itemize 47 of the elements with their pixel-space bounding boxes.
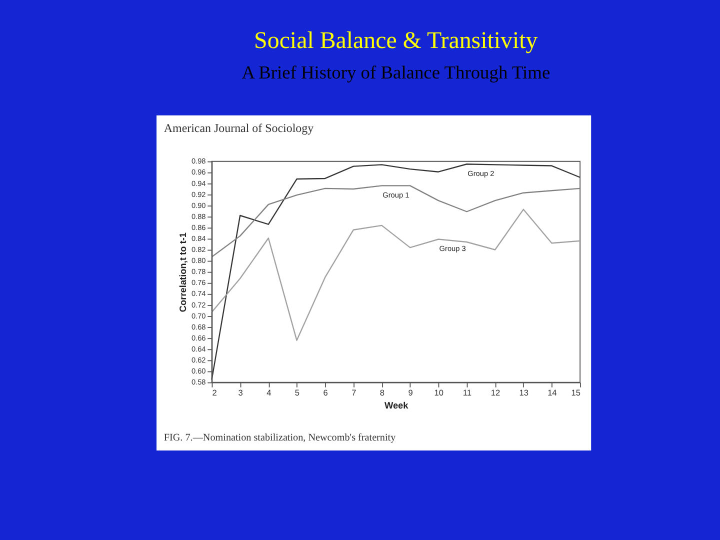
x-tick-label: 6: [323, 388, 328, 398]
y-axis-title: Correlation,t to t-1: [178, 232, 188, 312]
x-tick-label: 2: [212, 388, 218, 398]
y-tick-label: 0.80: [191, 256, 206, 266]
caption: FIG. 7.—Nomination stabilization, Newcomb's fraternity: [164, 432, 397, 444]
y-tick-label: 0.88: [191, 212, 206, 221]
y-tick-label: 0.66: [191, 333, 206, 342]
y-tick-label: 0.94: [191, 178, 206, 188]
y-tick-label: 0.76: [191, 278, 206, 288]
x-tick-label: 7: [352, 388, 357, 398]
x-tick-label: 13: [519, 388, 529, 398]
y-tick-label: 0.64: [191, 344, 206, 354]
y-tick-label: 0.70: [191, 311, 206, 320]
x-axis-title: Week: [384, 400, 410, 411]
x-tick-label: 5: [294, 388, 300, 398]
x-tick-label: 15: [571, 388, 581, 398]
y-tick-label: 0.62: [191, 356, 206, 365]
x-tick-label: 14: [548, 388, 558, 398]
y-tick-label: 0.82: [191, 245, 206, 254]
y-tick-label: 0.58: [191, 378, 206, 387]
x-tick-label: 11: [462, 388, 472, 398]
line-series: [211, 185, 581, 258]
y-tick-label: 0.92: [191, 190, 206, 199]
y-tick-label: 0.84: [191, 234, 206, 243]
line-series: [211, 208, 581, 341]
x-tick-label: 9: [408, 388, 414, 398]
y-tick-label: 0.60: [191, 366, 206, 376]
x-tick-label: 8: [380, 388, 385, 398]
y-tick-label: 0.68: [191, 322, 206, 332]
x-tick-label: 3: [238, 388, 244, 398]
y-tick-label: 0.72: [191, 300, 206, 310]
y-tick-label: 0.86: [191, 222, 206, 232]
x-tick-label: 10: [434, 388, 444, 398]
x-tick-label: 12: [490, 388, 501, 398]
y-tick-label: 0.90: [191, 200, 206, 210]
line-series: [211, 164, 581, 380]
series-label: Group 2: [468, 169, 494, 178]
y-tick-label: 0.78: [191, 267, 206, 276]
chart-title: Social Balance & Transitivity: [254, 28, 538, 54]
series-label: Group 3: [439, 244, 466, 254]
y-tick-label: 0.98: [191, 156, 206, 166]
text: American Journal of Sociology: [164, 120, 314, 135]
chart-subtitle: A Brief History of Balance Through Time: [242, 62, 550, 82]
y-tick-label: 0.96: [191, 168, 206, 177]
y-tick-label: 0.74: [191, 289, 206, 298]
x-tick-label: 4: [266, 388, 272, 398]
series-label: Group 1: [382, 190, 410, 200]
